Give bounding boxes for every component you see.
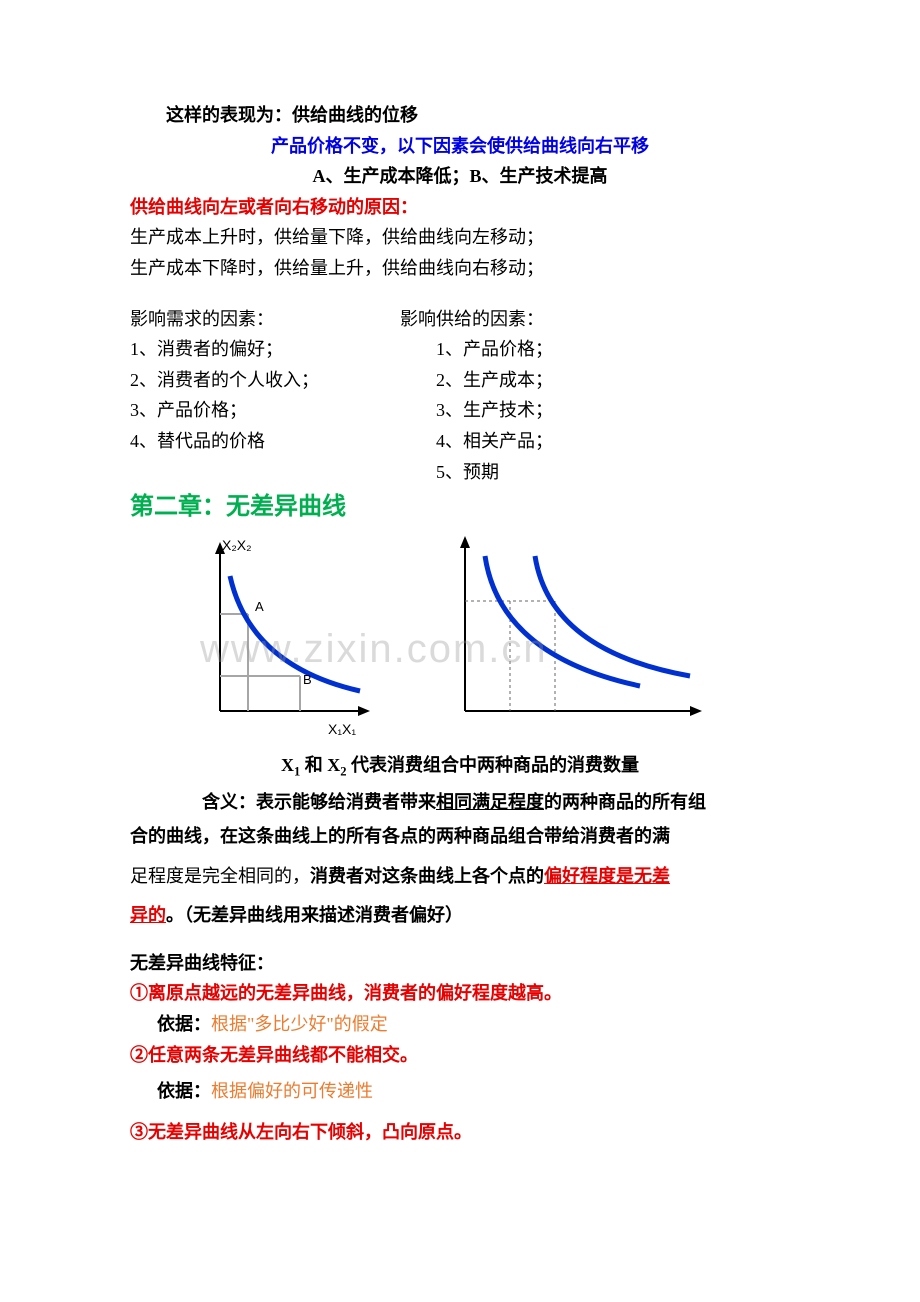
feature-1: ①离原点越远的无差异曲线，消费者的偏好程度越高。 <box>130 978 790 1009</box>
meaning-line4: 异的。（无差异曲线用来描述消费者偏好） <box>130 896 790 936</box>
point-b-label: B <box>303 672 312 687</box>
supply-item: 4、相关产品； <box>400 426 630 457</box>
feature-3: ③无差异曲线从左向右下倾斜，凸向原点。 <box>130 1117 790 1148</box>
supply-factors: 影响供给的因素： 1、产品价格； 2、生产成本； 3、生产技术； 4、相关产品；… <box>400 304 630 488</box>
demand-item: 2、消费者的个人收入； <box>130 365 360 396</box>
y-axis-label: X₂X₂ <box>222 537 252 553</box>
chapter-2-title: 第二章：无差异曲线 <box>130 487 790 528</box>
meaning-line2: 合的曲线，在这条曲线上的所有各点的两种商品组合带给消费者的满 <box>130 817 790 857</box>
indifference-curves-multiple <box>440 536 710 726</box>
demand-item: 3、产品价格； <box>130 395 360 426</box>
feature-1-basis: 依据：根据"多比少好"的假定 <box>130 1009 790 1040</box>
features-title: 无差异曲线特征： <box>130 948 790 979</box>
line-price-constant: 产品价格不变，以下因素会使供给曲线向右平移 <box>130 131 790 162</box>
demand-factors: 影响需求的因素： 1、消费者的偏好； 2、消费者的个人收入； 3、产品价格； 4… <box>130 304 360 488</box>
demand-item: 1、消费者的偏好； <box>130 334 360 365</box>
supply-item: 3、生产技术； <box>400 395 630 426</box>
factors-columns: 影响需求的因素： 1、消费者的偏好； 2、消费者的个人收入； 3、产品价格； 4… <box>130 304 790 488</box>
meaning-paragraph: 含义：表示能够给消费者带来相同满足程度的两种商品的所有组 <box>130 787 790 818</box>
supply-title: 影响供给的因素： <box>400 304 630 335</box>
chart-right <box>440 536 710 736</box>
line-shift-reason-title: 供给曲线向左或者向右移动的原因： <box>130 192 790 223</box>
indifference-curve-single: X₂X₂ A B X₁X₁ <box>170 536 380 736</box>
indifference-charts: X₂X₂ A B X₁X₁ <box>170 536 790 746</box>
chart-left: X₂X₂ A B X₁X₁ <box>170 536 380 746</box>
demand-item: 4、替代品的价格 <box>130 426 360 457</box>
supply-item: 5、预期 <box>400 457 630 488</box>
feature-2-basis: 依据：根据偏好的可传递性 <box>130 1076 790 1107</box>
chart-caption: X1 和 X2 代表消费组合中两种商品的消费数量 <box>130 750 790 783</box>
document-page: 这样的表现为：供给曲线的位移 产品价格不变，以下因素会使供给曲线向右平移 A、生… <box>0 0 920 1302</box>
line-factors-ab: A、生产成本降低；B、生产技术提高 <box>130 161 790 192</box>
supply-item: 1、产品价格； <box>400 334 630 365</box>
x-axis-label: X₁X₁ <box>328 721 356 736</box>
point-a-label: A <box>255 599 264 614</box>
supply-item: 2、生产成本； <box>400 365 630 396</box>
line-cost-down: 生产成本下降时，供给量上升，供给曲线向右移动； <box>130 253 790 284</box>
meaning-line3: 足程度是完全相同的，消费者对这条曲线上各个点的偏好程度是无差 <box>130 857 790 897</box>
demand-title: 影响需求的因素： <box>130 304 360 335</box>
line-supply-shift: 这样的表现为：供给曲线的位移 <box>130 100 790 131</box>
feature-2: ②任意两条无差异曲线都不能相交。 <box>130 1040 790 1071</box>
line-cost-up: 生产成本上升时，供给量下降，供给曲线向左移动； <box>130 222 790 253</box>
